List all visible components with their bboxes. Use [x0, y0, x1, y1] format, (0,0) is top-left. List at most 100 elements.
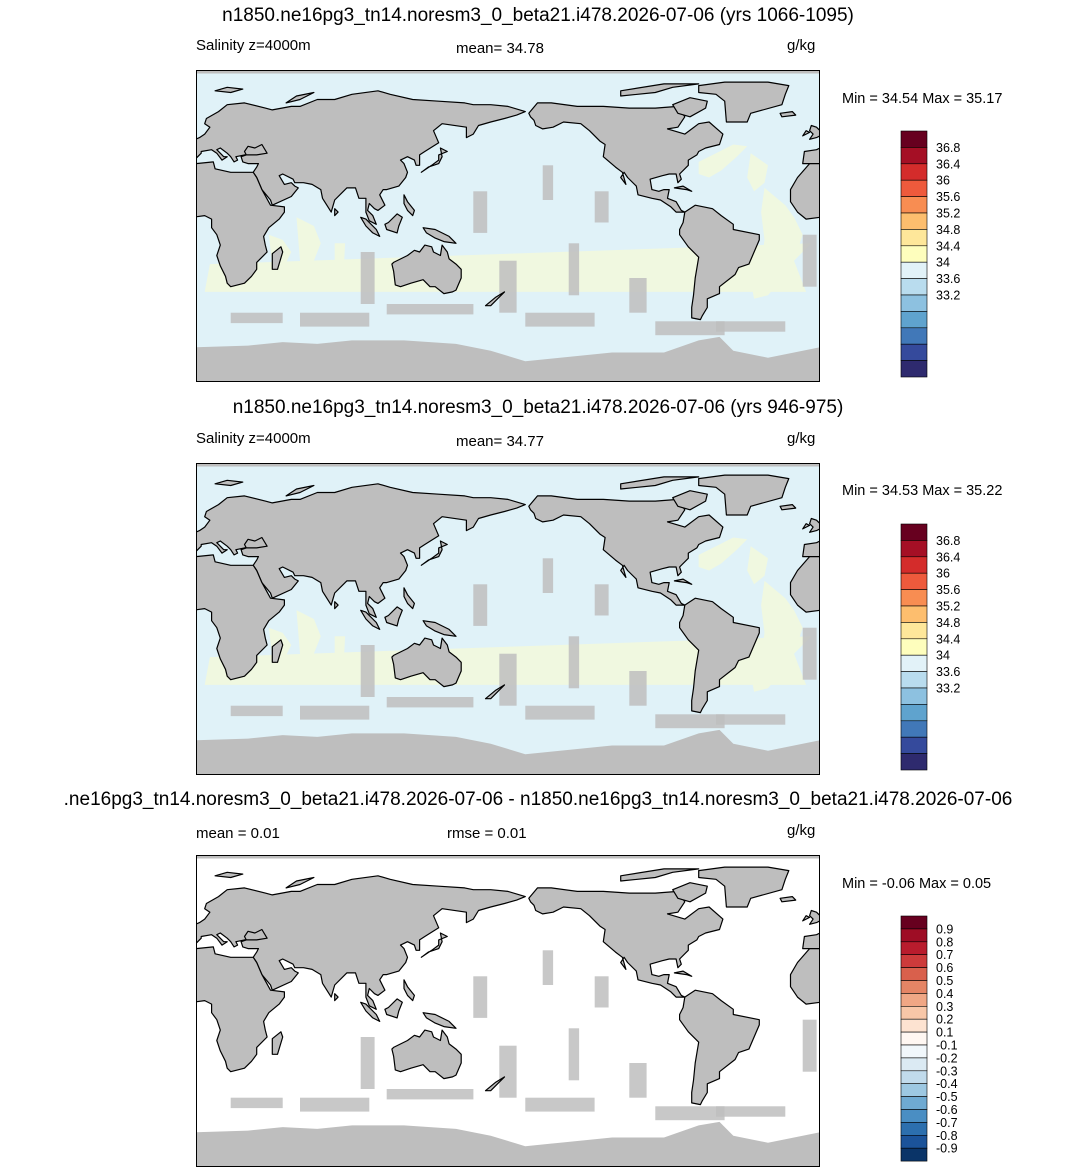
- land-baffin: [672, 882, 708, 903]
- land-new-guinea: [422, 227, 457, 244]
- saline-region: [296, 1002, 321, 1055]
- shallow-mask: [716, 1106, 786, 1117]
- colorbar-tick-label: -0.2: [936, 1051, 958, 1065]
- colorbar-tick-label: 0.5: [936, 974, 953, 988]
- land-iceland: [779, 895, 797, 903]
- land-novaya: [285, 876, 315, 889]
- shallow-mask: [802, 1019, 817, 1072]
- colorbar-tick-label: -0.9: [936, 1142, 958, 1156]
- shallow-mask: [300, 705, 370, 720]
- shallow-mask: [525, 705, 595, 720]
- colorbar-tick-label: 36.8: [936, 141, 960, 155]
- shallow-mask: [360, 1037, 375, 1089]
- shallow-mask: [473, 191, 488, 233]
- colorbar-box: [900, 311, 928, 329]
- colorbar-tick-label: 0.9: [936, 922, 953, 936]
- colorbar-box: [900, 540, 928, 558]
- colorbar-tick-label: 36: [936, 567, 950, 581]
- land-africa: [196, 946, 286, 1073]
- land-ireland: [802, 915, 811, 922]
- panel-3-title: .ne16pg3_tn14.noresm3_0_beta21.i478.2026…: [63, 789, 1013, 810]
- panel-2-colorbar: 36.8 36.4 36 35.6 35.2 34.8 34.4 34 33.6 33.2: [900, 523, 960, 771]
- colorbar-tick-label: 0.2: [936, 1013, 953, 1027]
- map-frame: [196, 855, 820, 1167]
- colorbar-box: [900, 993, 928, 1007]
- colorbar-box: [900, 261, 928, 279]
- colorbar-box: [900, 1083, 928, 1097]
- colorbar-tick-label: -0.6: [936, 1103, 958, 1117]
- land-australia: [391, 1029, 462, 1080]
- shallow-mask: [499, 653, 517, 706]
- land-uk: [808, 124, 820, 140]
- land-nz: [484, 291, 506, 307]
- saline-region: [747, 153, 768, 192]
- panel-1-variable-label: Salinity z=4000m: [196, 37, 311, 54]
- colorbar-box: [900, 954, 928, 968]
- land-s-america: [679, 204, 760, 321]
- panel-3-mean-label: mean = 0.01: [196, 825, 280, 842]
- land-n-america: [528, 887, 724, 998]
- shallow-mask: [230, 1097, 283, 1109]
- land-svalbard: [214, 871, 244, 879]
- colorbar-tick-label: 36.8: [936, 534, 960, 548]
- colorbar-box: [900, 147, 928, 165]
- shallow-mask: [473, 976, 488, 1018]
- colorbar-tick-label: 33.2: [936, 682, 960, 696]
- saline-region: [334, 243, 346, 278]
- land-australia: [391, 244, 462, 295]
- shallow-mask: [655, 714, 725, 729]
- land-borneo: [384, 998, 403, 1019]
- land-madagascar: [271, 1031, 284, 1055]
- colorbar-tick-label: 34.4: [936, 239, 960, 253]
- land-sri-lanka: [334, 993, 339, 1002]
- colorbar-box: [900, 941, 928, 955]
- panel-2-units-label: g/kg: [787, 430, 816, 447]
- shallow-mask: [655, 321, 725, 336]
- colorbar-box: [900, 1096, 928, 1110]
- colorbar-box: [900, 605, 928, 623]
- land-philippines: [403, 979, 415, 1002]
- land-africa: [196, 161, 286, 288]
- shallow-mask: [594, 584, 609, 616]
- panel-2-min-max: Min = 34.53 Max = 35.22: [842, 483, 1003, 499]
- land-greenland: [698, 81, 790, 123]
- saline-region: [747, 546, 768, 585]
- colorbar-box: [900, 654, 928, 672]
- land-greenland: [698, 474, 790, 516]
- land-madagascar: [271, 246, 284, 270]
- colorbar-box: [900, 638, 928, 656]
- shallow-mask: [230, 312, 283, 324]
- colorbar-box: [900, 556, 928, 574]
- colorbar-box: [900, 1018, 928, 1033]
- shallow-mask: [386, 304, 474, 315]
- colorbar-tick-label: 0.7: [936, 948, 953, 962]
- land-antarctica: [196, 1121, 820, 1167]
- colorbar-box: [900, 915, 928, 930]
- land-antarctica: [196, 729, 820, 775]
- shallow-mask: [542, 950, 554, 985]
- colorbar-tick-label: -0.5: [936, 1090, 958, 1104]
- land-sri-lanka: [334, 601, 339, 610]
- shallow-mask: [230, 705, 283, 717]
- colorbar-tick-label: 34.8: [936, 223, 960, 237]
- shallow-mask: [568, 243, 580, 296]
- colorbar-box: [900, 622, 928, 640]
- land-ireland: [802, 523, 811, 530]
- panel-3-rmse-label: rmse = 0.01: [447, 825, 527, 842]
- land-new-guinea: [422, 1012, 457, 1029]
- shallow-mask: [802, 234, 817, 287]
- shallow-mask: [802, 627, 817, 680]
- land-nz: [484, 684, 506, 700]
- panel-2-mean-label: mean= 34.77: [456, 433, 544, 450]
- colorbar-box: [900, 1109, 928, 1123]
- shallow-mask: [629, 671, 647, 706]
- shallow-mask: [499, 1045, 517, 1098]
- map-frame: [196, 70, 820, 382]
- shallow-mask: [629, 278, 647, 313]
- colorbar-tick-label: 34: [936, 256, 950, 270]
- colorbar-box: [900, 1147, 928, 1162]
- shallow-mask: [594, 191, 609, 223]
- colorbar-box: [900, 720, 928, 738]
- panel-3-map: [196, 855, 820, 1167]
- colorbar-tick-label: 34.8: [936, 616, 960, 630]
